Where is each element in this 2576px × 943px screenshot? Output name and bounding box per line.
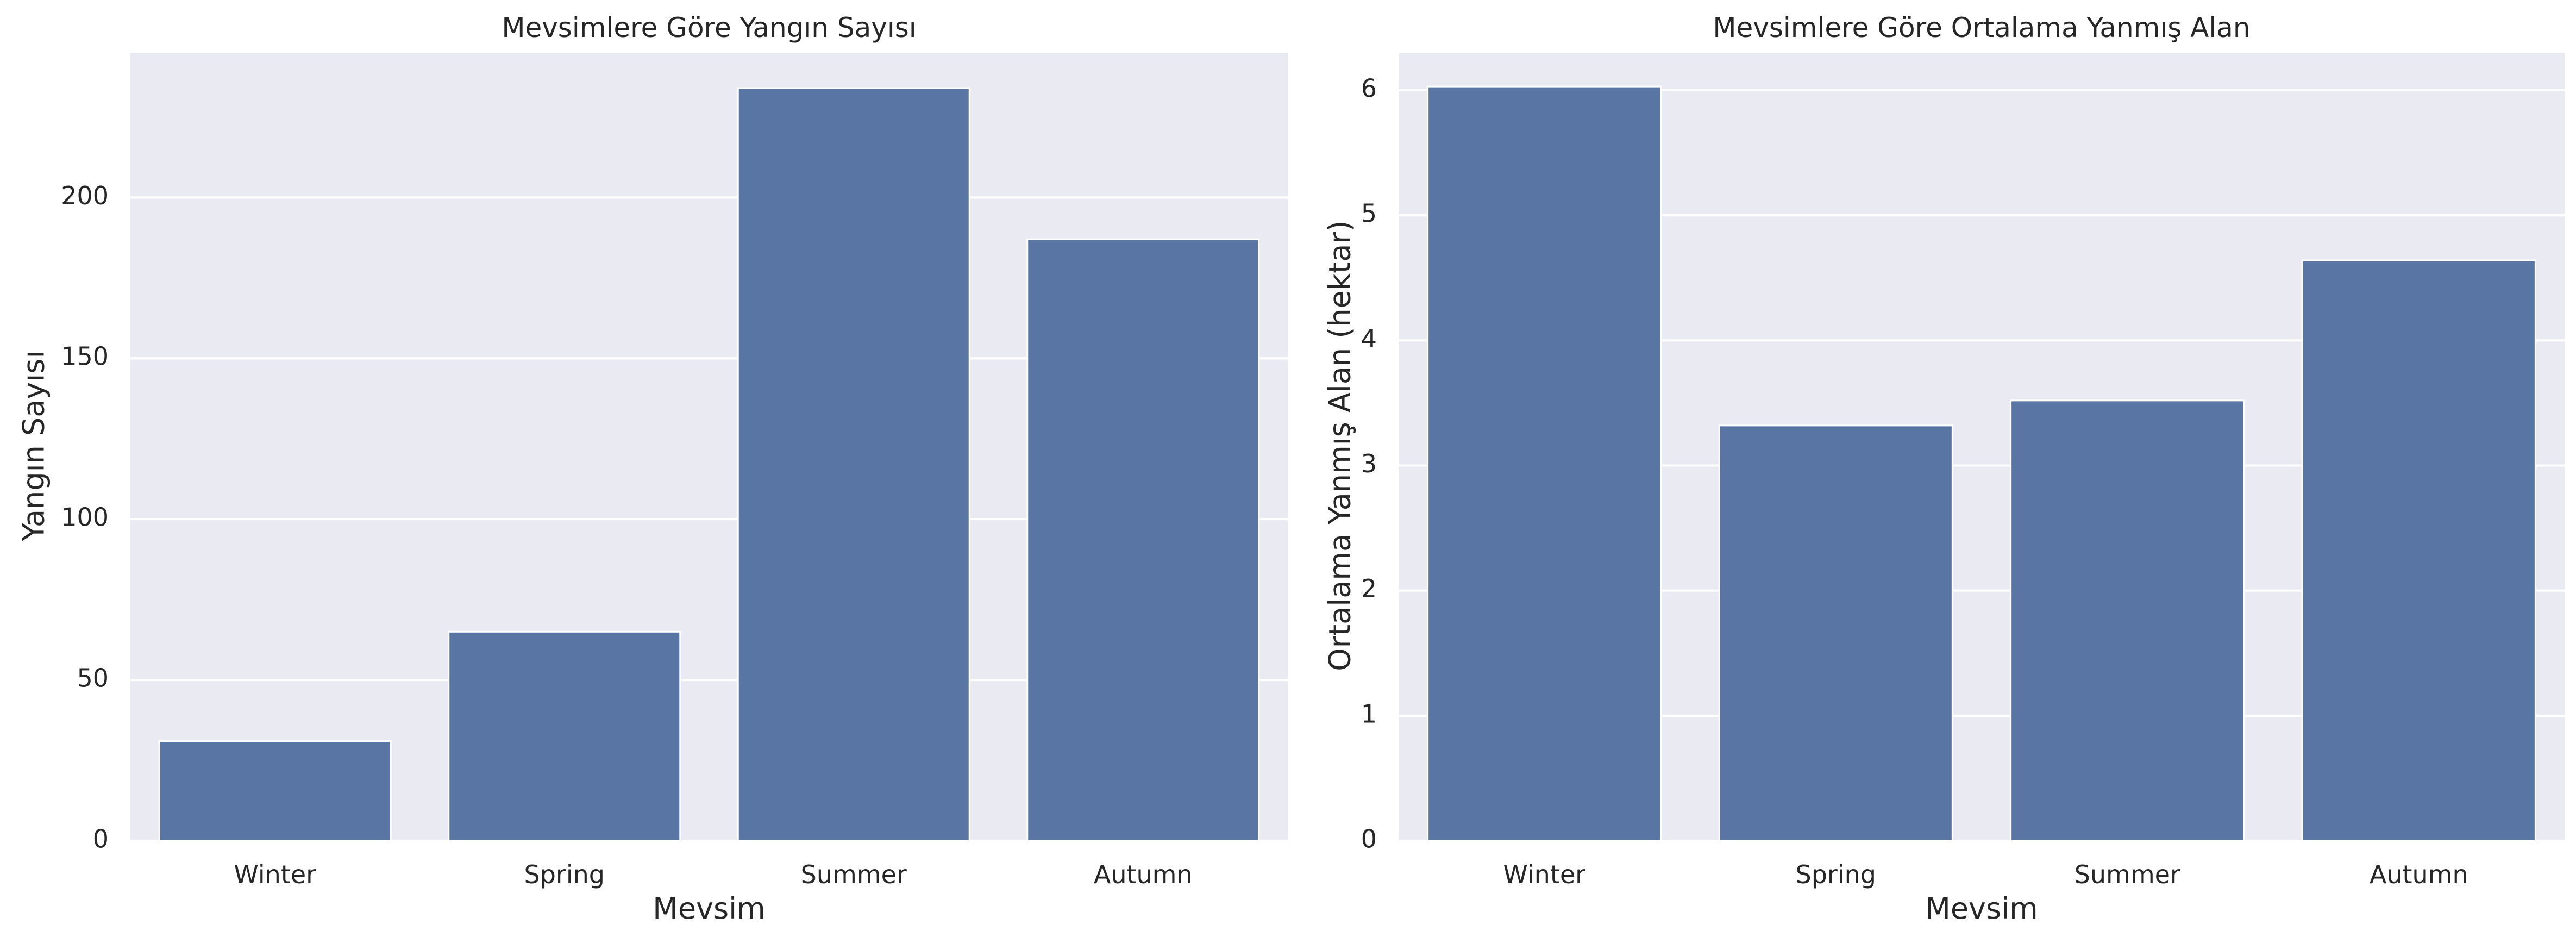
chart1-panel: 0 50 100 150 200 Winter Spring Summer Autumn Mevs… [17,12,1288,926]
chart2-y-tick-label: 5 [1361,199,1377,228]
chart2-bar-winter [1427,85,1662,842]
chart1-x-tick-label: Winter [234,860,316,889]
chart1-y-tick-label: 150 [61,342,109,371]
chart1-x-tick-label: Summer [801,860,907,889]
chart2-x-tick-label: Autumn [2370,860,2468,889]
chart2-y-tick-label: 1 [1361,699,1377,728]
chart1-x-tick-label: Spring [524,860,605,889]
chart2-bar-spring [1718,424,1953,842]
chart1-bar-spring [448,630,681,842]
chart2-bar-autumn [2301,259,2536,842]
chart1-bar-summer [737,87,970,842]
chart1-y-tick-label: 200 [61,181,109,210]
chart1-x-axis-label: Mevsim [653,891,766,926]
chart1-title: Mevsimlere Göre Yangın Sayısı [502,12,916,43]
chart1-y-axis-label: Yangın Sayısı [17,351,51,542]
chart2-panel: 0 1 2 3 4 5 6 Winter Spring Summer Autumn Mevsimler… [1323,12,2565,926]
chart2-bar-summer [2010,399,2245,842]
chart1-y-tick-label: 50 [77,664,109,693]
chart2-y-tick-label: 2 [1361,574,1377,603]
chart2-y-tick-label: 3 [1361,449,1377,478]
chart2-x-tick-label: Winter [1503,860,1585,889]
chart2-y-tick-label: 4 [1361,324,1377,353]
chart2-x-tick-label: Summer [2074,860,2180,889]
chart1-bar-winter [158,740,392,842]
chart1-bar-autumn [1026,238,1260,842]
chart2-y-tick-label: 0 [1361,825,1377,854]
chart2-x-tick-label: Spring [1796,860,1876,889]
chart1-y-tick-label: 0 [93,825,109,854]
chart2-title: Mevsimlere Göre Ortalama Yanmış Alan [1713,12,2250,43]
chart1-y-tick-label: 100 [61,503,109,532]
chart2-x-axis-label: Mevsim [1925,891,2038,926]
chart2-y-axis-label: Ortalama Yanmış Alan (hektar) [1323,220,1357,671]
chart2-y-tick-label: 6 [1361,74,1377,103]
chart1-x-tick-label: Autumn [1094,860,1193,889]
